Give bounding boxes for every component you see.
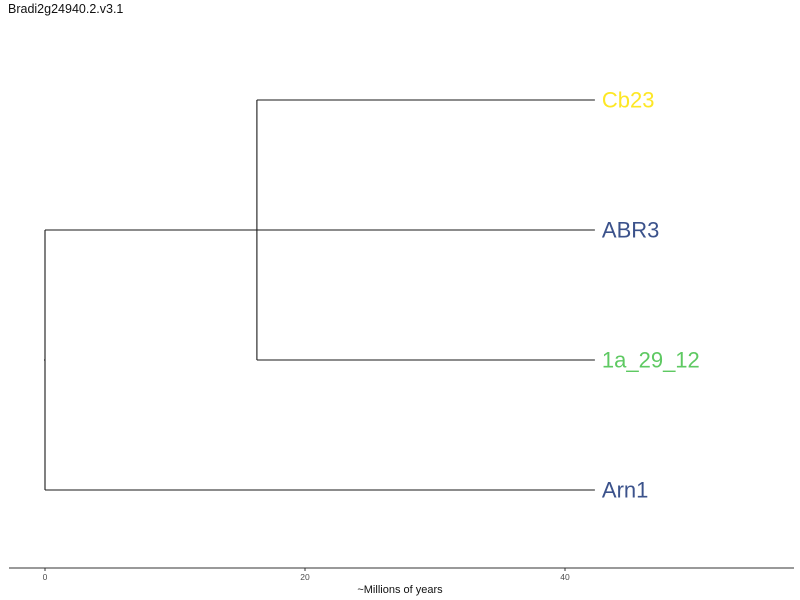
leaf-label-abr3: ABR3 xyxy=(602,218,659,243)
figure-title: Bradi2g24940.2.v3.1 xyxy=(8,2,124,16)
axis-tick-label-0: 0 xyxy=(43,572,48,582)
axis-title: ~Millions of years xyxy=(357,584,443,596)
time-axis: 0 20 40 ~Millions of years xyxy=(9,567,794,596)
leaf-label-arn1: Arn1 xyxy=(602,478,648,503)
axis-tick-label-20: 20 xyxy=(300,572,310,582)
leaf-label-cb23: Cb23 xyxy=(602,88,655,113)
leaf-label-1a-29-12: 1a_29_12 xyxy=(602,348,700,373)
axis-tick-label-40: 40 xyxy=(560,572,570,582)
leaf-labels: Cb23 ABR3 1a_29_12 Arn1 xyxy=(602,88,700,503)
tree-branches xyxy=(44,99,595,491)
